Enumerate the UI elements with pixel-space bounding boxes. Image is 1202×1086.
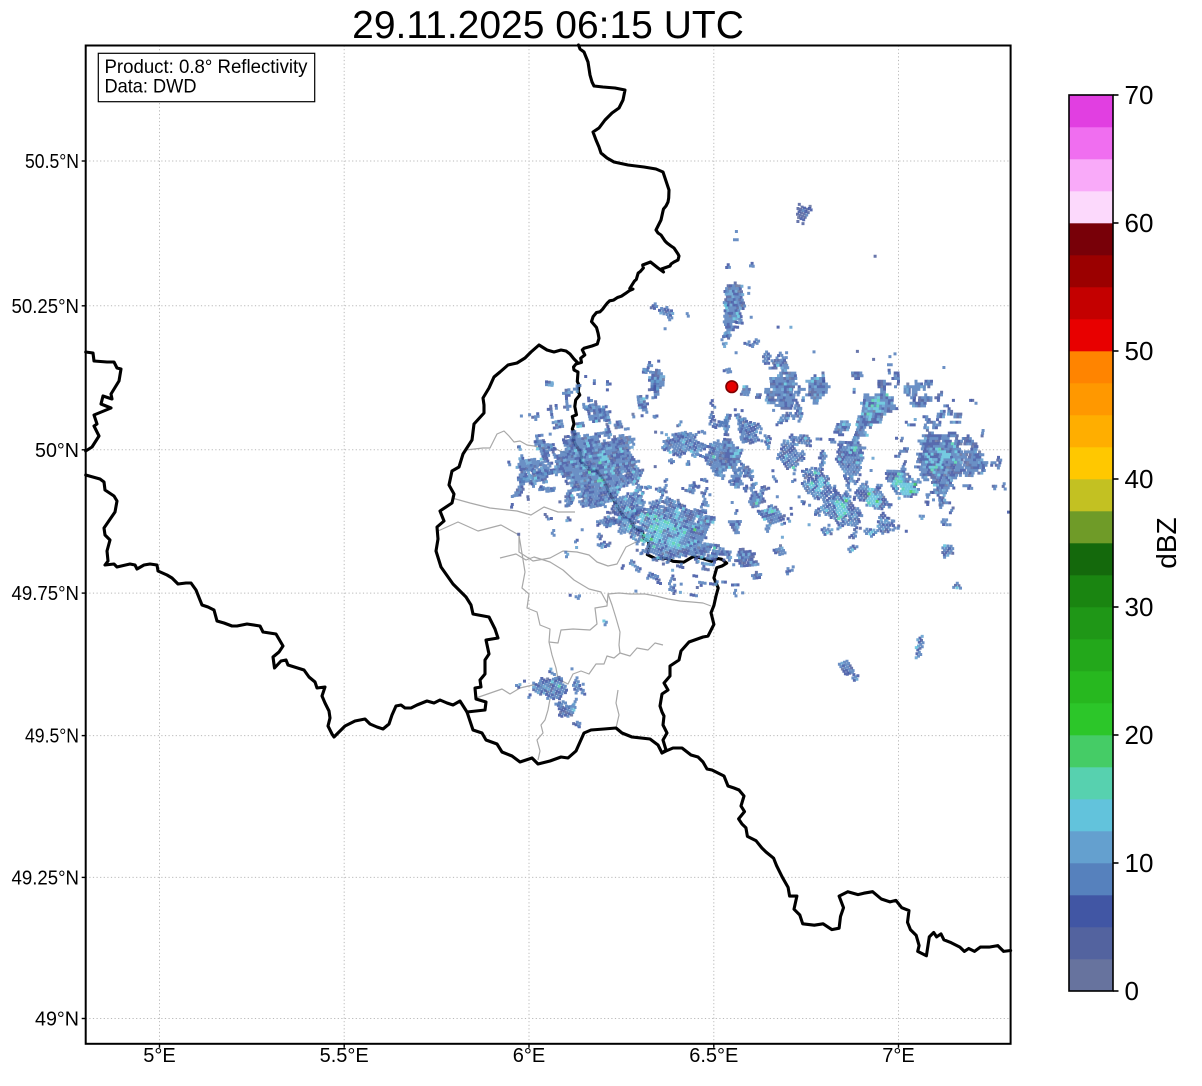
- svg-text:5.5°E: 5.5°E: [320, 1045, 369, 1067]
- svg-text:50.5°N: 50.5°N: [25, 151, 79, 173]
- svg-text:10: 10: [1125, 848, 1154, 878]
- svg-text:29.11.2025 06:15 UTC: 29.11.2025 06:15 UTC: [352, 4, 744, 47]
- svg-text:60: 60: [1125, 208, 1154, 238]
- svg-text:30: 30: [1125, 592, 1154, 622]
- svg-text:70: 70: [1125, 80, 1154, 110]
- svg-text:49.5°N: 49.5°N: [25, 726, 79, 748]
- svg-text:50: 50: [1125, 336, 1154, 366]
- svg-text:49.75°N: 49.75°N: [12, 583, 80, 605]
- svg-text:50.25°N: 50.25°N: [12, 296, 80, 318]
- svg-text:20: 20: [1125, 720, 1154, 750]
- svg-text:dBZ: dBZ: [1151, 517, 1182, 568]
- svg-text:6°E: 6°E: [513, 1045, 545, 1067]
- svg-text:49°N: 49°N: [35, 1009, 79, 1031]
- svg-text:7°E: 7°E: [882, 1045, 914, 1067]
- svg-text:5°E: 5°E: [143, 1045, 175, 1067]
- svg-text:40: 40: [1125, 464, 1154, 494]
- svg-text:49.25°N: 49.25°N: [12, 867, 80, 889]
- svg-text:Product: 0.8° Reflectivity: Product: 0.8° Reflectivity: [105, 56, 308, 78]
- svg-text:50°N: 50°N: [35, 440, 79, 462]
- svg-text:0: 0: [1125, 976, 1139, 1006]
- svg-text:6.5°E: 6.5°E: [689, 1045, 738, 1067]
- svg-text:Data: DWD: Data: DWD: [105, 76, 197, 98]
